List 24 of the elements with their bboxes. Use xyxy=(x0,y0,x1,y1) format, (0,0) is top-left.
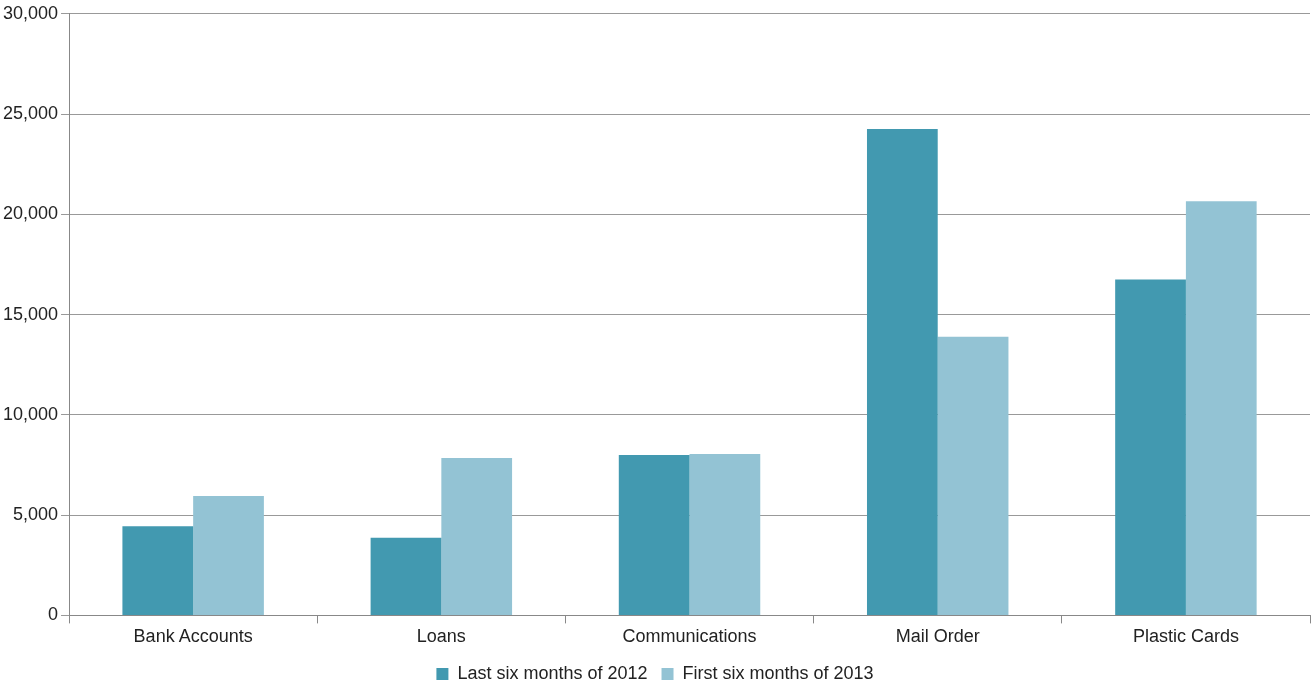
bar xyxy=(1185,201,1257,615)
bar xyxy=(937,336,1009,615)
legend-label: Last six months of 2012 xyxy=(457,662,648,683)
x-tick-label: Bank Accounts xyxy=(133,626,253,647)
y-tick-label: 30,000 xyxy=(2,2,59,23)
y-tick-label: 15,000 xyxy=(2,303,59,324)
y-tick-label: 10,000 xyxy=(2,403,59,424)
bar xyxy=(1115,279,1186,615)
x-tick-label: Mail Order xyxy=(895,626,980,647)
y-tick-label: 5,000 xyxy=(13,504,59,525)
x-tick-label: Communications xyxy=(622,626,757,647)
bar xyxy=(689,453,761,615)
bar xyxy=(618,454,690,615)
y-tick-label: 0 xyxy=(48,604,59,625)
legend-label: First six months of 2013 xyxy=(682,662,874,683)
bar xyxy=(370,537,442,615)
bar xyxy=(122,526,194,615)
bar xyxy=(193,496,264,615)
y-tick-label: 20,000 xyxy=(2,203,59,224)
x-tick-label: Plastic Cards xyxy=(1132,626,1239,647)
y-tick-label: 25,000 xyxy=(2,103,59,124)
x-tick-label: Loans xyxy=(416,626,466,647)
bar xyxy=(866,129,938,615)
bar xyxy=(441,457,513,615)
